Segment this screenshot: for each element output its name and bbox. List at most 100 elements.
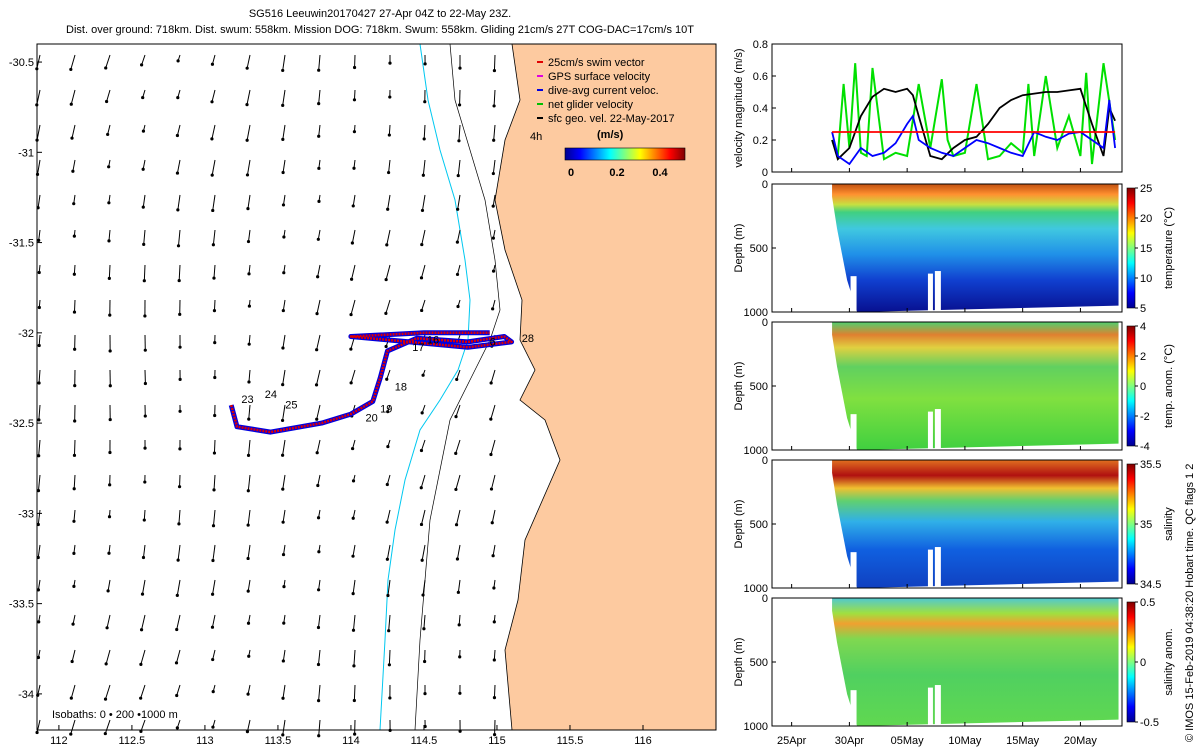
vector-arrow — [282, 124, 286, 140]
vector-arrow — [492, 544, 496, 556]
vector-head — [70, 136, 74, 140]
section-gap — [927, 411, 933, 450]
vector-arrow — [142, 544, 146, 558]
vector-arrow — [211, 124, 216, 139]
vector-head — [352, 166, 356, 170]
vector-arrow — [318, 719, 321, 736]
vector-head — [72, 234, 76, 238]
legend-label: GPS surface velocity — [548, 71, 651, 83]
vector-arrow — [420, 474, 426, 488]
vector-arrow — [247, 544, 251, 559]
vector-arrow — [71, 649, 76, 662]
vector-head — [282, 584, 286, 589]
vector-head — [105, 626, 109, 630]
vector-head — [247, 272, 251, 276]
vector-arrow — [457, 264, 461, 275]
vector-arrow — [386, 229, 391, 245]
map-x-tick-label: 112.5 — [119, 735, 146, 747]
vector-head — [454, 451, 458, 455]
section-gap — [934, 271, 941, 312]
vector-arrow — [490, 439, 496, 455]
vector-head — [352, 130, 357, 134]
vector-arrow — [37, 194, 41, 208]
vector-arrow — [140, 719, 146, 732]
vector-head — [316, 483, 320, 488]
vector-head — [315, 312, 319, 316]
track-swim-vectors — [229, 331, 513, 434]
vector-head — [176, 59, 180, 63]
vector-head — [72, 310, 77, 314]
vector-head — [69, 102, 73, 106]
vector-arrow — [385, 299, 391, 314]
vector-head — [178, 377, 182, 382]
velocity-vector-field — [35, 54, 497, 738]
map-y-tick-label: -33 — [18, 508, 34, 520]
vector-arrow — [176, 159, 181, 174]
vector-head — [281, 520, 285, 524]
vector-arrow — [421, 509, 426, 525]
legend-label: 25cm/s swim vector — [548, 57, 645, 69]
vector-arrow — [421, 544, 426, 561]
section-cbar-tick-label: 2 — [1140, 351, 1146, 363]
vector-arrow — [282, 54, 286, 71]
vector-arrow — [493, 649, 496, 660]
time-tick-label: 15May — [1006, 735, 1040, 747]
vector-arrow — [213, 264, 216, 279]
vector-arrow — [140, 649, 146, 665]
map-x-tick-label: 116 — [634, 735, 652, 747]
vector-head — [455, 557, 460, 561]
vector-arrow — [423, 124, 426, 139]
vector-head — [69, 67, 73, 72]
vector-head — [37, 343, 41, 348]
vector-head — [177, 522, 181, 526]
section-gap — [934, 409, 941, 450]
vector-head — [210, 173, 214, 177]
vector-arrow — [140, 684, 146, 699]
vector-head — [108, 384, 112, 388]
section-y-tick-label: 500 — [750, 381, 768, 393]
vector-arrow — [282, 404, 286, 421]
vector-head — [141, 167, 145, 171]
vector-head — [281, 383, 285, 387]
vector-head — [492, 733, 497, 737]
vector-head — [491, 236, 495, 240]
vector-head — [212, 488, 216, 492]
vector-head — [282, 235, 286, 239]
vector-head — [72, 487, 76, 491]
day-label: 19 — [380, 403, 392, 415]
vector-arrow — [38, 334, 41, 346]
map-y-tick-label: -33.5 — [9, 599, 34, 611]
legend-cbar-tick-2: 0.4 — [652, 167, 668, 179]
vector-arrow — [246, 124, 251, 141]
vector-head — [139, 729, 143, 733]
vector-arrow — [38, 369, 41, 384]
section-gap — [850, 276, 857, 312]
vector-head — [281, 203, 286, 207]
vector-arrow — [106, 614, 111, 628]
vector-arrow — [282, 299, 286, 311]
day-label: 23 — [241, 394, 253, 406]
vector-arrow — [317, 474, 321, 486]
vector-head — [246, 207, 250, 211]
vector-head — [176, 96, 180, 100]
vector-head — [489, 487, 494, 491]
section-cbar-tick-label: 0 — [1140, 381, 1146, 393]
vector-head — [317, 199, 321, 203]
vector-head — [37, 620, 41, 624]
vector-head — [245, 730, 250, 734]
vector-arrow — [246, 89, 251, 105]
vector-arrow — [108, 229, 111, 241]
vector-head — [246, 589, 250, 593]
vector-head — [175, 133, 180, 138]
vector-head — [211, 208, 215, 213]
vector-arrow — [316, 404, 321, 420]
vector-arrow — [70, 719, 76, 735]
vector-head — [143, 348, 147, 352]
vector-head — [386, 410, 390, 414]
vector-head — [317, 166, 321, 170]
vector-head — [352, 65, 357, 70]
vector-head — [317, 550, 321, 554]
section-clabel: salinity — [1163, 507, 1175, 541]
vector-arrow — [37, 474, 41, 491]
